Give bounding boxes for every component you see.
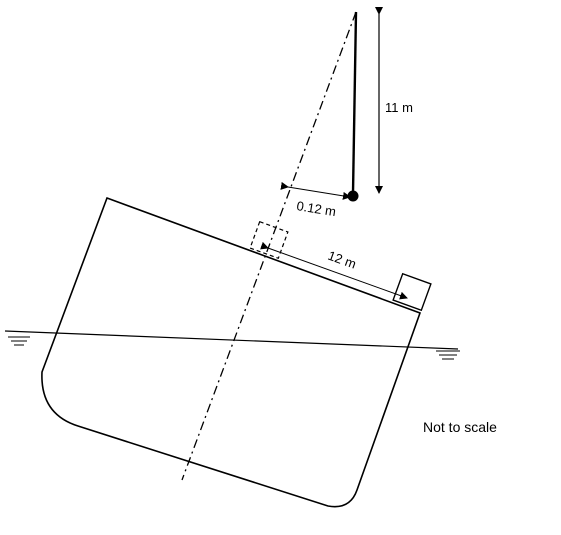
scale-note: Not to scale — [423, 419, 497, 435]
ship-hull — [41, 196, 422, 508]
pendulum-length-label: 11 m — [385, 100, 413, 115]
pendulum-string — [351, 11, 358, 194]
centerline — [181, 11, 357, 481]
water-symbol-right — [436, 350, 460, 360]
weight-shift-dimension — [260, 241, 408, 300]
deflection-label: 0.12 m — [296, 198, 338, 219]
weight-shift-label: 12 m — [326, 248, 358, 272]
pendulum-bob — [347, 190, 359, 202]
water-symbol-left — [8, 336, 30, 346]
waterline — [4, 330, 459, 350]
deflection-dimension — [280, 181, 351, 200]
